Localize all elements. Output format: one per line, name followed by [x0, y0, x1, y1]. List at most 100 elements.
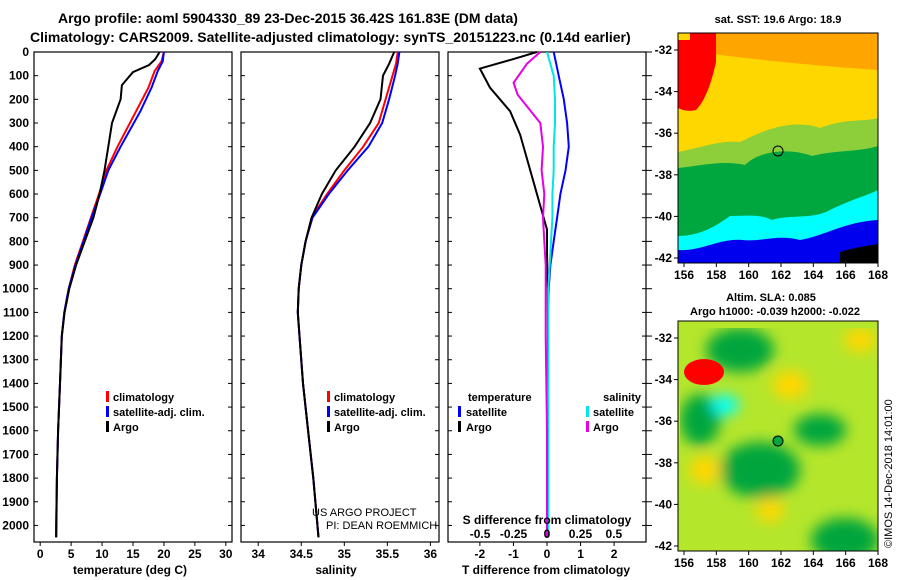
argo-line	[55, 51, 161, 538]
depth-tick-label: 800	[9, 234, 29, 248]
legend-swatch-t-argo	[458, 421, 461, 432]
legend-title-salinity: salinity	[603, 392, 642, 404]
sla-map-subtitle: Argo h1000: -0.039 h2000: -0.022	[690, 306, 860, 318]
legend-swatch-s-argo	[586, 421, 589, 432]
legend-label-s-argo: Argo	[593, 422, 619, 434]
sst-land-mask	[840, 244, 878, 263]
x-tick-label: -2	[475, 547, 486, 561]
lat-tick-label: -34	[655, 373, 673, 387]
lat-tick-label: -36	[655, 126, 673, 140]
depth-tick-label: 1900	[2, 495, 29, 509]
depth-tick-label: 100	[9, 69, 29, 83]
difference-xlabel: T difference from climatology	[462, 563, 630, 577]
lon-tick-label: 166	[836, 556, 856, 570]
legend-swatch-argo	[106, 421, 109, 432]
depth-tick-label: 1800	[2, 471, 29, 485]
lon-tick-label: 164	[803, 556, 823, 570]
s-tick-label: 0.5	[606, 527, 623, 541]
depth-tick-label: 1100	[3, 305, 29, 319]
s-tick-label: 0	[544, 527, 551, 541]
depth-tick-label: 1500	[2, 400, 29, 414]
argo-line	[296, 51, 396, 538]
temperature-legend: climatology satellite-adj. clim. Argo	[106, 391, 205, 434]
depth-tick-label: 900	[9, 258, 29, 272]
lat-tick-label: -38	[655, 168, 673, 182]
sst-map-frame	[677, 32, 879, 264]
salinity-legend: climatology satellite-adj. clim. Argo	[327, 391, 426, 434]
x-tick-label: 2	[611, 547, 618, 561]
legend-swatch-s-satellite	[586, 406, 589, 417]
imos-watermark: ©IMOS 14-Dec-2018 14:01:00	[883, 399, 895, 548]
sst-map	[678, 33, 878, 263]
argo-float-marker	[772, 145, 784, 157]
sla-map-title: Altim. SLA: 0.085	[726, 292, 816, 304]
sst-orange-region	[678, 33, 878, 70]
s-difference-xlabel: S difference from climatology	[463, 513, 632, 527]
satellite-adj-line	[55, 51, 165, 538]
lat-tick-label: -40	[655, 209, 673, 223]
legend-label-argo: Argo	[113, 422, 139, 434]
lon-tick-label: 158	[706, 556, 726, 570]
sla-map	[678, 321, 878, 551]
lat-tick-label: -32	[655, 43, 673, 57]
depth-tick-label: 500	[9, 163, 29, 177]
x-tick-label: 34	[252, 547, 266, 561]
depth-tick-label: 0	[22, 45, 29, 59]
legend-label-t-satellite: satellite	[466, 407, 507, 419]
legend-swatch-climatology	[106, 391, 109, 402]
lon-tick-label: 160	[739, 556, 759, 570]
s-tick-label: -0.5	[470, 527, 491, 541]
lat-tick-label: -32	[655, 331, 673, 345]
x-tick-label: 36	[424, 547, 438, 561]
legend-swatch-satellite	[106, 406, 109, 417]
temperature-curves	[55, 51, 165, 538]
x-tick-label: 34.5	[290, 547, 314, 561]
x-tick-label: 0	[37, 547, 44, 561]
lat-tick-label: -36	[655, 414, 673, 428]
sst-map-title: sat. SST: 19.6 Argo: 18.9	[715, 14, 842, 26]
s-tick-label: 0.25	[569, 527, 593, 541]
x-tick-label: 5	[68, 547, 75, 561]
depth-tick-label: 300	[9, 116, 29, 130]
salinity-ticks: 34 34.5 35 35.5 36	[252, 542, 438, 561]
lat-tick-label: -40	[655, 497, 673, 511]
lat-tick-label: -42	[655, 251, 673, 265]
depth-tick-label: 700	[9, 211, 29, 225]
depth-tick-label: 1400	[2, 376, 29, 390]
salinity-xlabel: salinity	[315, 563, 357, 577]
depth-tick-label: 1600	[2, 424, 29, 438]
x-tick-label: 35.5	[376, 547, 400, 561]
legend-swatch-satellite	[327, 406, 330, 417]
legend-swatch-t-satellite	[458, 406, 461, 417]
lat-tick-label: -38	[655, 456, 673, 470]
difference-legend-salinity: salinity satellite Argo	[586, 392, 642, 434]
t-diff-satellite-line	[546, 51, 570, 538]
x-tick-label: 1	[577, 547, 584, 561]
legend-label-satellite: satellite-adj. clim.	[334, 407, 426, 419]
depth-tick-label: 600	[9, 187, 29, 201]
x-tick-label: 20	[157, 547, 171, 561]
lon-tick-label: 160	[739, 268, 759, 282]
legend-label-argo: Argo	[334, 422, 360, 434]
temperature-ticks: 0 5 10 15 20 25 30	[37, 542, 233, 561]
header-line-1: Argo profile: aoml 5904330_89 23-Dec-201…	[58, 10, 518, 26]
x-tick-label: 0	[544, 547, 551, 561]
credit-project: US ARGO PROJECT	[312, 507, 417, 519]
sst-blue-region	[678, 220, 878, 263]
depth-tick-label: 200	[9, 92, 29, 106]
legend-label-t-argo: Argo	[466, 422, 492, 434]
lon-tick-label: 168	[868, 556, 888, 570]
x-tick-label: 30	[219, 547, 233, 561]
salinity-curves	[296, 51, 401, 538]
difference-legend-temperature: temperature satellite Argo	[458, 392, 532, 434]
lon-tick-label: 164	[803, 268, 823, 282]
x-tick-label: 35	[338, 547, 352, 561]
depth-tick-label: 1300	[2, 353, 29, 367]
header-line-2: Climatology: CARS2009. Satellite-adjuste…	[30, 29, 631, 45]
lon-tick-label: 162	[771, 268, 791, 282]
climatology-line	[55, 51, 165, 538]
difference-ticks: -2 -1 0 1 2	[475, 542, 618, 561]
